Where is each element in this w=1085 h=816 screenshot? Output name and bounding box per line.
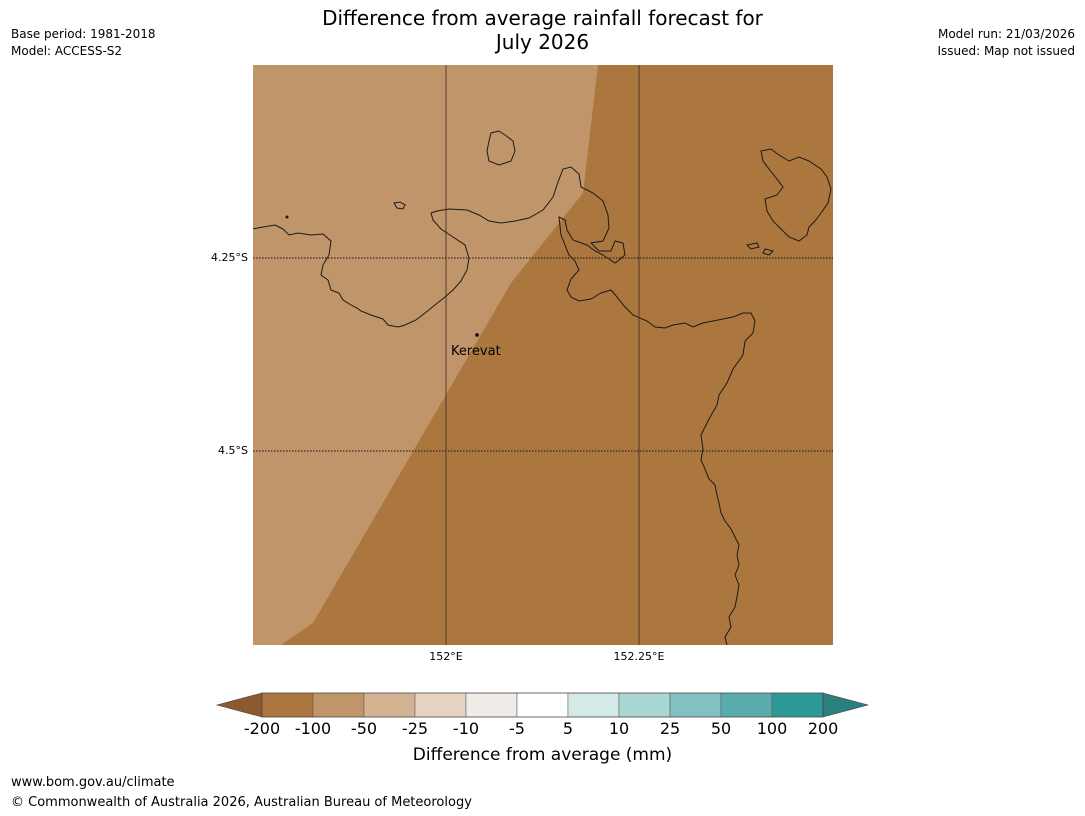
coastline-islet-east-small: [745, 242, 760, 250]
model-run-text: Model run: 21/03/2026: [937, 27, 1075, 41]
colorbar-segment: [516, 692, 569, 718]
colorbar-segment: [465, 692, 518, 718]
base-period-text: Base period: 1981-2018: [11, 27, 156, 41]
map-title: Difference from average rainfall forecas…: [0, 6, 1085, 54]
colorbar-tick-label: 50: [710, 719, 732, 738]
kerevat-label: Kerevat: [451, 344, 501, 359]
colorbar-tick-label: 10: [608, 719, 630, 738]
colorbar-tick-label: 25: [659, 719, 681, 738]
lat-label-4-5s: 4.5°S: [218, 444, 248, 457]
colorbar-segment: [312, 692, 365, 718]
lon-label-152-25e: 152.25°E: [613, 650, 665, 663]
kerevat-marker: [475, 333, 479, 337]
colorbar-title: Difference from average (mm): [412, 745, 673, 765]
colorbar-tick-label: -100: [294, 719, 332, 738]
map-region-drier-band: [253, 65, 598, 645]
colorbar-segment: [771, 692, 824, 718]
colorbar: [215, 692, 870, 718]
colorbar-tick-label: 200: [807, 719, 839, 738]
lon-label-152e: 152°E: [429, 650, 463, 663]
colorbar-tick-label: 5: [562, 719, 574, 738]
colorbar-segment: [363, 692, 416, 718]
lat-label-4-25s: 4.25°S: [211, 251, 248, 264]
colorbar-tick-label: -5: [509, 719, 525, 738]
colorbar-tick-label: 100: [756, 719, 788, 738]
header-right-meta: Model run: 21/03/2026 Issued: Map not is…: [937, 26, 1075, 60]
colorbar-segment: [261, 692, 314, 718]
colorbar-segments: [261, 692, 824, 718]
issued-text: Issued: Map not issued: [937, 44, 1075, 58]
colorbar-tick-label: -200: [243, 719, 281, 738]
colorbar-tick-label: -25: [401, 719, 429, 738]
coastline-islet-small-west: [393, 201, 406, 210]
colorbar-outline: [261, 692, 824, 718]
rainfall-map: Kerevat: [253, 65, 833, 645]
coastline-islet-north: [486, 130, 516, 166]
colorbar-extend-high: [822, 692, 870, 718]
colorbar-extend-low: [215, 692, 263, 718]
colorbar-tick-label: -10: [452, 719, 480, 738]
header-left-meta: Base period: 1981-2018 Model: ACCESS-S2: [11, 26, 156, 60]
coastline-west: [253, 166, 756, 645]
colorbar-tick-label: -50: [350, 719, 378, 738]
colorbar-segment: [720, 692, 773, 718]
coastline: [253, 130, 832, 645]
colorbar-segment: [414, 692, 467, 718]
title-line-2: July 2026: [495, 30, 590, 54]
colorbar-segment: [618, 692, 671, 718]
footer-copyright: © Commonwealth of Australia 2026, Austra…: [11, 795, 472, 810]
colorbar-segment: [567, 692, 620, 718]
coastline-islet-northeast: [760, 148, 832, 242]
colorbar-segment: [669, 692, 722, 718]
title-line-1: Difference from average rainfall forecas…: [322, 6, 763, 30]
model-text: Model: ACCESS-S2: [11, 44, 123, 58]
coastline-islet-east-small-2: [762, 248, 774, 256]
coastline-islet-dot: [285, 215, 289, 219]
footer-url: www.bom.gov.au/climate: [11, 775, 175, 790]
footer: www.bom.gov.au/climate © Commonwealth of…: [11, 773, 472, 813]
